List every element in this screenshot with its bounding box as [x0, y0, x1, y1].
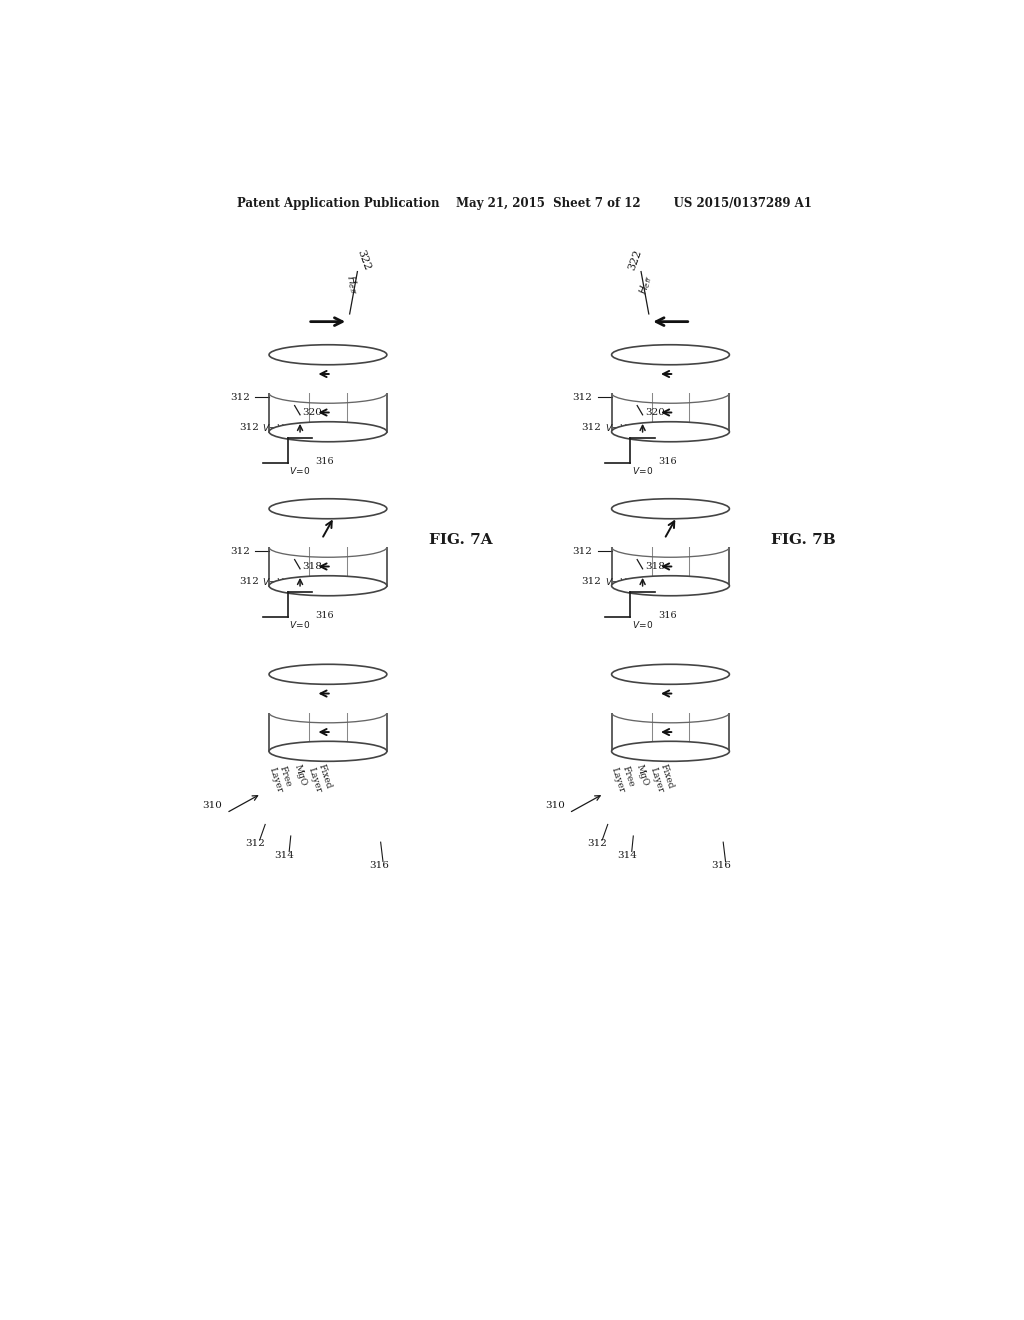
Polygon shape — [267, 343, 388, 393]
Polygon shape — [610, 498, 731, 548]
Ellipse shape — [269, 664, 387, 684]
Text: 312: 312 — [245, 840, 265, 849]
Polygon shape — [611, 355, 729, 432]
Text: 316: 316 — [712, 861, 731, 870]
Text: 314: 314 — [617, 851, 637, 859]
Text: 316: 316 — [370, 861, 389, 870]
Text: $H_{eff}$: $H_{eff}$ — [636, 273, 655, 296]
Text: 318: 318 — [645, 562, 665, 572]
Ellipse shape — [611, 499, 729, 519]
Ellipse shape — [611, 742, 729, 762]
Text: 316: 316 — [315, 457, 334, 466]
Ellipse shape — [269, 499, 387, 519]
Text: Patent Application Publication    May 21, 2015  Sheet 7 of 12        US 2015/013: Patent Application Publication May 21, 2… — [238, 197, 812, 210]
Polygon shape — [269, 675, 387, 751]
Text: MgO: MgO — [292, 763, 308, 787]
Text: FIG. 7A: FIG. 7A — [429, 532, 493, 546]
Text: 312: 312 — [582, 422, 601, 432]
Polygon shape — [267, 498, 388, 548]
Polygon shape — [611, 508, 729, 586]
Ellipse shape — [611, 576, 729, 595]
Text: 312: 312 — [239, 577, 259, 586]
Text: 314: 314 — [291, 430, 309, 440]
Text: 318: 318 — [302, 562, 323, 572]
Ellipse shape — [611, 664, 729, 684]
Text: 314: 314 — [633, 585, 652, 593]
Ellipse shape — [269, 576, 387, 595]
Text: 320: 320 — [645, 408, 665, 417]
Polygon shape — [610, 343, 731, 393]
Text: 316: 316 — [658, 457, 677, 466]
Ellipse shape — [269, 422, 387, 442]
Text: MgO: MgO — [635, 763, 650, 787]
Text: 312: 312 — [239, 422, 259, 432]
Text: 312: 312 — [582, 577, 601, 586]
Ellipse shape — [611, 345, 729, 364]
Text: 314: 314 — [291, 585, 309, 593]
Polygon shape — [269, 355, 387, 432]
Text: 312: 312 — [572, 392, 592, 401]
Ellipse shape — [269, 345, 387, 364]
Text: 316: 316 — [315, 611, 334, 619]
Text: FIG. 7B: FIG. 7B — [771, 532, 836, 546]
Text: $V\!=\!0$: $V\!=\!0$ — [632, 619, 653, 630]
Text: 312: 312 — [229, 392, 250, 401]
Text: $V\!=\!V_c$: $V\!=\!V_c$ — [262, 577, 288, 589]
Ellipse shape — [611, 422, 729, 442]
Text: 310: 310 — [545, 801, 565, 809]
Text: Free
Layer: Free Layer — [610, 763, 637, 793]
Text: Fixed
Layer: Fixed Layer — [306, 763, 333, 793]
Text: $V\!=\!0$: $V\!=\!0$ — [290, 619, 310, 630]
Text: 314: 314 — [274, 851, 295, 859]
Text: 314: 314 — [633, 430, 652, 440]
Text: 316: 316 — [658, 611, 677, 619]
Text: Fixed
Layer: Fixed Layer — [648, 763, 675, 793]
Polygon shape — [267, 663, 388, 713]
Text: $V\!=\!V_c$: $V\!=\!V_c$ — [605, 422, 631, 434]
Text: $V\!=\!0$: $V\!=\!0$ — [632, 465, 653, 477]
Text: 312: 312 — [572, 546, 592, 556]
Polygon shape — [610, 663, 731, 713]
Text: 322: 322 — [627, 248, 643, 272]
Text: 322: 322 — [355, 248, 372, 272]
Text: $V\!=\!V_c$: $V\!=\!V_c$ — [262, 422, 288, 434]
Text: 312: 312 — [588, 840, 607, 849]
Text: 310: 310 — [203, 801, 222, 809]
Text: $V\!=\!V_c$: $V\!=\!V_c$ — [605, 577, 631, 589]
Text: 320: 320 — [302, 408, 323, 417]
Text: $V\!=\!0$: $V\!=\!0$ — [290, 465, 310, 477]
Polygon shape — [611, 675, 729, 751]
Text: $H_{eff}$: $H_{eff}$ — [343, 273, 362, 296]
Text: Free
Layer: Free Layer — [267, 763, 294, 793]
Ellipse shape — [269, 742, 387, 762]
Text: 312: 312 — [229, 546, 250, 556]
Polygon shape — [269, 508, 387, 586]
